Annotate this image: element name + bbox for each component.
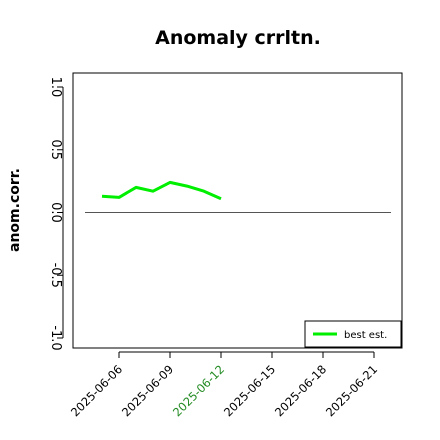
x-tick-label: 2025-06-12 [170, 362, 227, 419]
y-axis: -1.0 -0.5 0.0 0.5 1.0 [48, 77, 64, 351]
x-tick-label: 2025-06-15 [221, 362, 278, 419]
legend-label: best est. [344, 330, 387, 341]
y-tick-label: 0.5 [48, 139, 63, 160]
x-tick-label: 2025-06-06 [68, 362, 125, 419]
legend: best est. [304, 320, 402, 348]
x-tick-label: 2025-06-09 [119, 362, 176, 419]
x-tick-label: 2025-06-21 [323, 362, 380, 419]
x-tick-label: 2025-06-18 [272, 362, 329, 419]
chart-title: Anomaly crrltn. [155, 27, 321, 49]
plot-area [72, 72, 403, 349]
y-tick-label: -0.5 [48, 263, 63, 288]
y-tick-label: -1.0 [48, 325, 63, 350]
series-line-best-est [101, 180, 222, 201]
y-tick-label: 0.0 [48, 202, 63, 223]
series-layer [101, 180, 222, 201]
y-tick-label: 1.0 [48, 77, 63, 98]
y-axis-label: anom.corr. [7, 168, 23, 252]
x-axis: 2025-06-062025-06-092025-06-122025-06-15… [68, 351, 380, 419]
